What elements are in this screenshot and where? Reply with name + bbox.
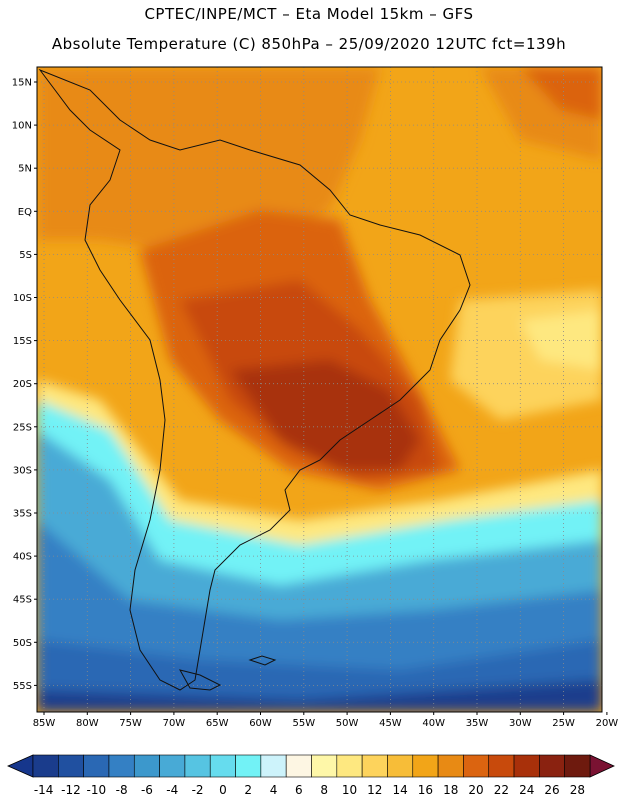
colorbar-label: 16 <box>418 783 433 797</box>
lon-tick-label: 85W <box>33 718 56 729</box>
colorbar-swatch <box>488 754 515 778</box>
colorbar-swatch <box>209 754 236 778</box>
colorbar-swatch <box>83 754 110 778</box>
colorbar-label: 6 <box>295 783 303 797</box>
colorbar-label: -10 <box>86 783 106 797</box>
colorbar-label: 12 <box>367 783 382 797</box>
map-title-line-2: Absolute Temperature (C) 850hPa – 25/09/… <box>51 35 567 53</box>
coastline <box>38 68 471 691</box>
colorbar-label: 20 <box>468 783 483 797</box>
colorbar-swatch <box>412 754 439 778</box>
colorbar-label: -14 <box>34 783 54 797</box>
lat-tick-label: 5S <box>19 250 32 261</box>
colorbar-swatch <box>311 754 338 778</box>
colorbar-low-arrow <box>7 754 34 778</box>
colorbar-label: 10 <box>342 783 357 797</box>
colorbar-swatch <box>32 754 59 778</box>
lon-tick-label: 50W <box>336 718 359 729</box>
lat-tick-label: EQ <box>18 207 32 218</box>
lon-tick-label: 20W <box>596 718 618 729</box>
lat-tick-label: 10N <box>12 121 32 132</box>
colorbar-label: 18 <box>443 783 458 797</box>
colorbar-swatch <box>463 754 490 778</box>
lat-tick-label: 45S <box>13 595 32 606</box>
colorbar-swatch <box>159 754 186 778</box>
lon-tick-label: 40W <box>422 718 445 729</box>
lon-tick-label: 45W <box>379 718 402 729</box>
lon-tick-label: 70W <box>163 718 186 729</box>
colorbar-label: 26 <box>544 783 559 797</box>
colorbar-swatch <box>58 754 84 778</box>
lat-tick-label: 25S <box>13 422 32 433</box>
colorbar-label: 22 <box>494 783 509 797</box>
lat-tick-label: 20S <box>13 379 32 390</box>
colorbar-swatch <box>564 754 591 778</box>
colorbar-swatch <box>184 754 211 778</box>
lat-tick-label: 15N <box>12 78 32 89</box>
colorbar-swatch <box>539 754 565 778</box>
colorbar-label: -2 <box>192 783 204 797</box>
colorbar-label: 8 <box>320 783 328 797</box>
longitude-axis: 85W 80W 75W 70W 65W 60W 55W 50W 45W 40W 35W 30W 25W 2… <box>33 712 618 729</box>
colorbar-high-arrow <box>589 754 615 778</box>
colorbar-label: -12 <box>61 783 81 797</box>
map-frame <box>36 66 603 713</box>
colorbar-label: -6 <box>141 783 153 797</box>
lat-tick-label: 40S <box>13 552 32 563</box>
colorbar-swatch <box>285 754 312 778</box>
lon-tick-label: 25W <box>552 718 575 729</box>
lon-tick-label: 75W <box>119 718 142 729</box>
map-title-line-1: CPTEC/INPE/MCT – Eta Model 15km – GFS <box>144 5 474 23</box>
lat-tick-label: 30S <box>13 465 32 476</box>
lat-tick-label: 55S <box>13 681 32 692</box>
coastline-tierra-del-fuego <box>179 669 222 691</box>
colorbar-swatch <box>235 754 262 778</box>
lon-tick-label: 55W <box>292 718 315 729</box>
lat-tick-label: 35S <box>13 509 32 520</box>
colorbar-swatch <box>108 754 135 778</box>
colorbar-label: 24 <box>519 783 534 797</box>
falkland-islands <box>248 655 277 666</box>
lat-tick-label: 15S <box>13 336 32 347</box>
lon-tick-label: 35W <box>466 718 489 729</box>
colorbar-label: 0 <box>219 783 227 797</box>
colorbar-label: -4 <box>166 783 178 797</box>
colorbar-label: 2 <box>244 783 252 797</box>
lat-tick-label: 5N <box>18 164 32 175</box>
colorbar-swatch <box>336 754 363 778</box>
colorbar-label: -8 <box>116 783 128 797</box>
lon-tick-label: 80W <box>76 718 99 729</box>
colorbar-label: 4 <box>270 783 278 797</box>
colorbar: -14 -12 -10 -8 -6 -4 -2 0 2 4 6 8 10 12 14 16 18 20 22 24 26… <box>7 754 615 797</box>
lon-tick-label: 60W <box>249 718 272 729</box>
colorbar-swatch <box>361 754 388 778</box>
lat-tick-label: 10S <box>13 293 32 304</box>
colorbar-swatch <box>387 754 414 778</box>
latitude-axis: 15N 10N 5N EQ 5S 10S 15S 20S 25S 30S 35S 40S 45S 50S 5… <box>12 78 37 692</box>
colorbar-label: 14 <box>392 783 407 797</box>
lon-tick-label: 30W <box>509 718 532 729</box>
colorbar-swatch <box>513 754 540 778</box>
colorbar-swatch <box>133 754 160 778</box>
temperature-field <box>37 67 602 712</box>
colorbar-swatch <box>437 754 464 778</box>
lon-tick-label: 65W <box>206 718 229 729</box>
lat-tick-label: 50S <box>13 638 32 649</box>
colorbar-label: 28 <box>570 783 585 797</box>
colorbar-swatch <box>260 754 287 778</box>
